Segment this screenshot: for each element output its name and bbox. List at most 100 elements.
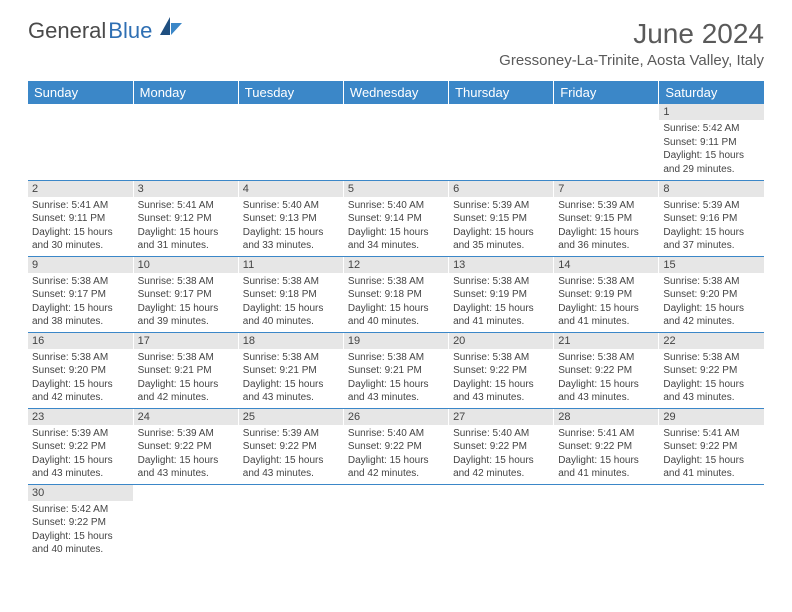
day-number: 20 (449, 333, 553, 349)
day-content: Sunrise: 5:38 AMSunset: 9:19 PMDaylight:… (449, 273, 553, 331)
calendar-cell: 17Sunrise: 5:38 AMSunset: 9:21 PMDayligh… (133, 332, 238, 408)
day-number: 3 (134, 181, 238, 197)
calendar-body: 1Sunrise: 5:42 AMSunset: 9:11 PMDaylight… (28, 104, 764, 560)
calendar-row: 9Sunrise: 5:38 AMSunset: 9:17 PMDaylight… (28, 256, 764, 332)
day-content: Sunrise: 5:38 AMSunset: 9:21 PMDaylight:… (134, 349, 238, 407)
calendar-row: 16Sunrise: 5:38 AMSunset: 9:20 PMDayligh… (28, 332, 764, 408)
day-header: Monday (133, 81, 238, 104)
calendar-cell: 1Sunrise: 5:42 AMSunset: 9:11 PMDaylight… (659, 104, 764, 180)
calendar-cell (133, 104, 238, 180)
calendar-cell: 18Sunrise: 5:38 AMSunset: 9:21 PMDayligh… (238, 332, 343, 408)
calendar-cell: 2Sunrise: 5:41 AMSunset: 9:11 PMDaylight… (28, 180, 133, 256)
day-content: Sunrise: 5:39 AMSunset: 9:22 PMDaylight:… (28, 425, 133, 483)
day-content: Sunrise: 5:41 AMSunset: 9:22 PMDaylight:… (659, 425, 764, 483)
header: General Blue June 2024 Gressoney-La-Trin… (0, 0, 792, 77)
calendar-cell (28, 104, 133, 180)
day-content: Sunrise: 5:38 AMSunset: 9:18 PMDaylight:… (239, 273, 343, 331)
calendar-cell: 12Sunrise: 5:38 AMSunset: 9:18 PMDayligh… (343, 256, 448, 332)
day-content: Sunrise: 5:40 AMSunset: 9:22 PMDaylight:… (344, 425, 448, 483)
day-header: Tuesday (238, 81, 343, 104)
calendar-cell: 24Sunrise: 5:39 AMSunset: 9:22 PMDayligh… (133, 408, 238, 484)
calendar-cell (343, 104, 448, 180)
calendar-cell: 16Sunrise: 5:38 AMSunset: 9:20 PMDayligh… (28, 332, 133, 408)
logo: General Blue (28, 18, 184, 44)
day-number: 6 (449, 181, 553, 197)
logo-text-2: Blue (108, 18, 152, 44)
day-content: Sunrise: 5:41 AMSunset: 9:11 PMDaylight:… (28, 197, 133, 255)
calendar-cell: 20Sunrise: 5:38 AMSunset: 9:22 PMDayligh… (449, 332, 554, 408)
calendar-cell: 11Sunrise: 5:38 AMSunset: 9:18 PMDayligh… (238, 256, 343, 332)
calendar-cell: 15Sunrise: 5:38 AMSunset: 9:20 PMDayligh… (659, 256, 764, 332)
day-content: Sunrise: 5:39 AMSunset: 9:15 PMDaylight:… (449, 197, 553, 255)
day-content: Sunrise: 5:38 AMSunset: 9:17 PMDaylight:… (28, 273, 133, 331)
calendar-cell (554, 484, 659, 560)
day-content: Sunrise: 5:39 AMSunset: 9:22 PMDaylight:… (239, 425, 343, 483)
day-number: 8 (659, 181, 764, 197)
calendar-row: 30Sunrise: 5:42 AMSunset: 9:22 PMDayligh… (28, 484, 764, 560)
calendar-cell: 7Sunrise: 5:39 AMSunset: 9:15 PMDaylight… (554, 180, 659, 256)
calendar-cell (238, 104, 343, 180)
calendar-cell: 3Sunrise: 5:41 AMSunset: 9:12 PMDaylight… (133, 180, 238, 256)
day-number: 24 (134, 409, 238, 425)
location-text: Gressoney-La-Trinite, Aosta Valley, Ital… (499, 52, 764, 69)
calendar-cell: 25Sunrise: 5:39 AMSunset: 9:22 PMDayligh… (238, 408, 343, 484)
day-number: 15 (659, 257, 764, 273)
calendar-row: 1Sunrise: 5:42 AMSunset: 9:11 PMDaylight… (28, 104, 764, 180)
day-header-row: SundayMondayTuesdayWednesdayThursdayFrid… (28, 81, 764, 104)
day-content: Sunrise: 5:40 AMSunset: 9:13 PMDaylight:… (239, 197, 343, 255)
day-header: Wednesday (343, 81, 448, 104)
calendar-cell: 26Sunrise: 5:40 AMSunset: 9:22 PMDayligh… (343, 408, 448, 484)
day-number: 10 (134, 257, 238, 273)
day-number: 21 (554, 333, 658, 349)
day-number: 9 (28, 257, 133, 273)
day-content: Sunrise: 5:38 AMSunset: 9:22 PMDaylight:… (659, 349, 764, 407)
title-area: June 2024 Gressoney-La-Trinite, Aosta Va… (499, 18, 764, 69)
day-number: 25 (239, 409, 343, 425)
day-number: 26 (344, 409, 448, 425)
calendar-cell: 9Sunrise: 5:38 AMSunset: 9:17 PMDaylight… (28, 256, 133, 332)
calendar-cell (343, 484, 448, 560)
day-number: 28 (554, 409, 658, 425)
calendar-cell (449, 484, 554, 560)
calendar-cell: 28Sunrise: 5:41 AMSunset: 9:22 PMDayligh… (554, 408, 659, 484)
calendar-cell: 14Sunrise: 5:38 AMSunset: 9:19 PMDayligh… (554, 256, 659, 332)
calendar-cell: 30Sunrise: 5:42 AMSunset: 9:22 PMDayligh… (28, 484, 133, 560)
day-number: 7 (554, 181, 658, 197)
day-content: Sunrise: 5:38 AMSunset: 9:22 PMDaylight:… (449, 349, 553, 407)
calendar-cell: 19Sunrise: 5:38 AMSunset: 9:21 PMDayligh… (343, 332, 448, 408)
day-number: 2 (28, 181, 133, 197)
calendar-cell (238, 484, 343, 560)
calendar-cell (554, 104, 659, 180)
day-number: 16 (28, 333, 133, 349)
day-number: 29 (659, 409, 764, 425)
calendar-cell (449, 104, 554, 180)
calendar-cell: 8Sunrise: 5:39 AMSunset: 9:16 PMDaylight… (659, 180, 764, 256)
day-content: Sunrise: 5:38 AMSunset: 9:17 PMDaylight:… (134, 273, 238, 331)
day-header: Thursday (449, 81, 554, 104)
calendar-cell: 10Sunrise: 5:38 AMSunset: 9:17 PMDayligh… (133, 256, 238, 332)
day-content: Sunrise: 5:38 AMSunset: 9:19 PMDaylight:… (554, 273, 658, 331)
calendar-cell (133, 484, 238, 560)
day-content: Sunrise: 5:38 AMSunset: 9:21 PMDaylight:… (239, 349, 343, 407)
calendar-cell: 21Sunrise: 5:38 AMSunset: 9:22 PMDayligh… (554, 332, 659, 408)
day-number: 18 (239, 333, 343, 349)
calendar-row: 2Sunrise: 5:41 AMSunset: 9:11 PMDaylight… (28, 180, 764, 256)
day-number: 5 (344, 181, 448, 197)
day-header: Saturday (659, 81, 764, 104)
calendar-cell: 29Sunrise: 5:41 AMSunset: 9:22 PMDayligh… (659, 408, 764, 484)
calendar-cell: 22Sunrise: 5:38 AMSunset: 9:22 PMDayligh… (659, 332, 764, 408)
day-number: 19 (344, 333, 448, 349)
day-number: 13 (449, 257, 553, 273)
day-content: Sunrise: 5:42 AMSunset: 9:11 PMDaylight:… (659, 120, 764, 178)
calendar-row: 23Sunrise: 5:39 AMSunset: 9:22 PMDayligh… (28, 408, 764, 484)
day-number: 30 (28, 485, 133, 501)
calendar-cell: 27Sunrise: 5:40 AMSunset: 9:22 PMDayligh… (449, 408, 554, 484)
day-content: Sunrise: 5:41 AMSunset: 9:12 PMDaylight:… (134, 197, 238, 255)
day-number: 14 (554, 257, 658, 273)
day-content: Sunrise: 5:41 AMSunset: 9:22 PMDaylight:… (554, 425, 658, 483)
day-number: 1 (659, 104, 764, 120)
day-number: 11 (239, 257, 343, 273)
day-content: Sunrise: 5:38 AMSunset: 9:22 PMDaylight:… (554, 349, 658, 407)
day-number: 23 (28, 409, 133, 425)
day-content: Sunrise: 5:38 AMSunset: 9:21 PMDaylight:… (344, 349, 448, 407)
